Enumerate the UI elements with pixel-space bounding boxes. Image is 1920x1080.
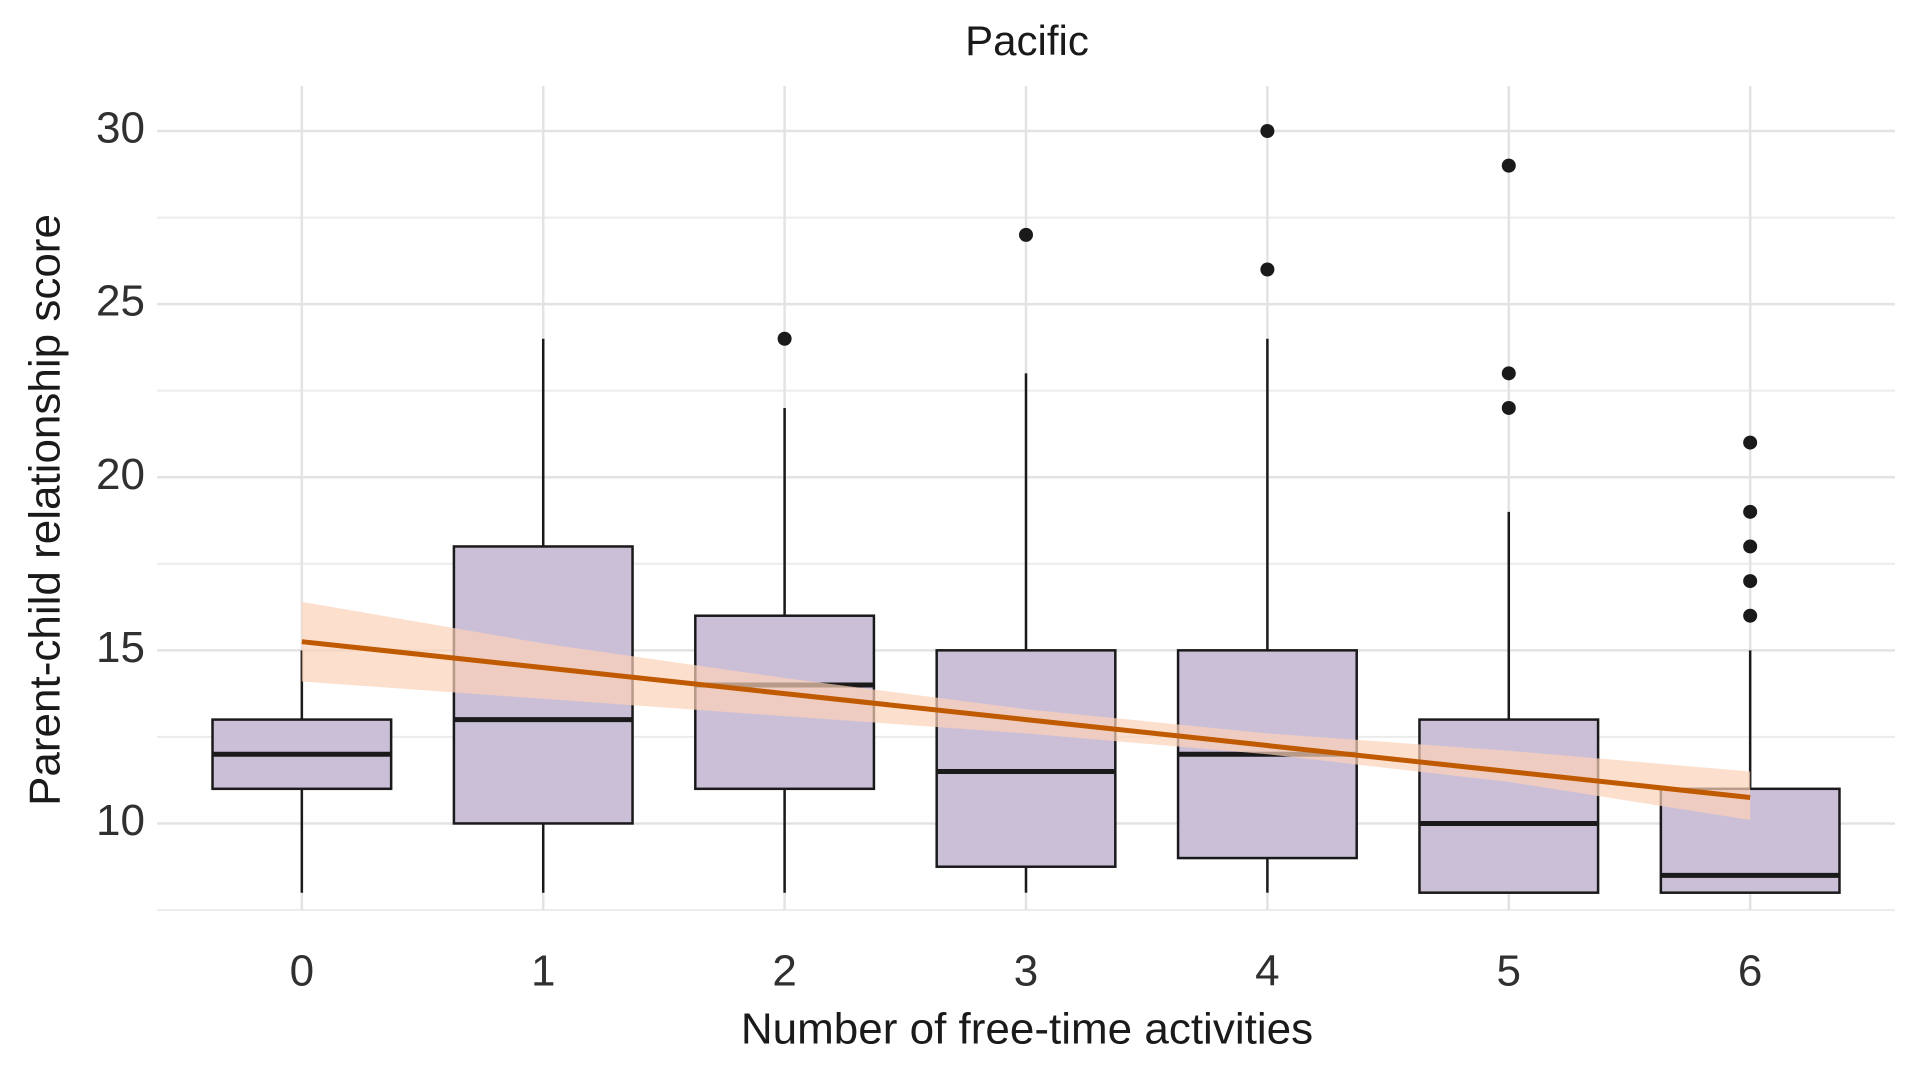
outlier xyxy=(1260,124,1275,139)
y-axis-label: Parent-child relationship score xyxy=(21,214,70,806)
box xyxy=(1418,718,1600,894)
outlier xyxy=(1743,435,1758,450)
outlier xyxy=(1743,539,1758,554)
x-tick-label: 5 xyxy=(1497,947,1521,996)
outlier xyxy=(1260,262,1275,277)
x-tick-label: 3 xyxy=(1014,947,1038,996)
outlier xyxy=(1743,608,1758,623)
outlier xyxy=(777,331,792,346)
outlier xyxy=(1501,400,1516,415)
outlier xyxy=(1501,158,1516,173)
y-tick-label: 10 xyxy=(96,796,145,845)
x-tick-label: 2 xyxy=(772,947,796,996)
outlier xyxy=(1743,504,1758,519)
y-tick-label: 30 xyxy=(96,104,145,153)
y-tick-label: 25 xyxy=(96,277,145,326)
box xyxy=(935,649,1117,868)
plot-area xyxy=(211,124,1841,894)
outlier xyxy=(1501,366,1516,381)
y-tick-label: 20 xyxy=(96,450,145,499)
outlier xyxy=(1019,227,1033,242)
x-tick-label: 0 xyxy=(290,947,314,996)
confidence-band xyxy=(301,601,1751,820)
x-axis-label: Number of free-time activities xyxy=(741,1005,1313,1054)
outlier xyxy=(1743,574,1758,589)
chart-title: Pacific xyxy=(965,17,1089,64)
y-tick-label: 15 xyxy=(96,623,145,672)
x-tick-label: 4 xyxy=(1255,947,1279,996)
x-tick-label: 6 xyxy=(1738,947,1762,996)
x-tick-label: 1 xyxy=(531,947,555,996)
trend-line xyxy=(301,639,1751,800)
